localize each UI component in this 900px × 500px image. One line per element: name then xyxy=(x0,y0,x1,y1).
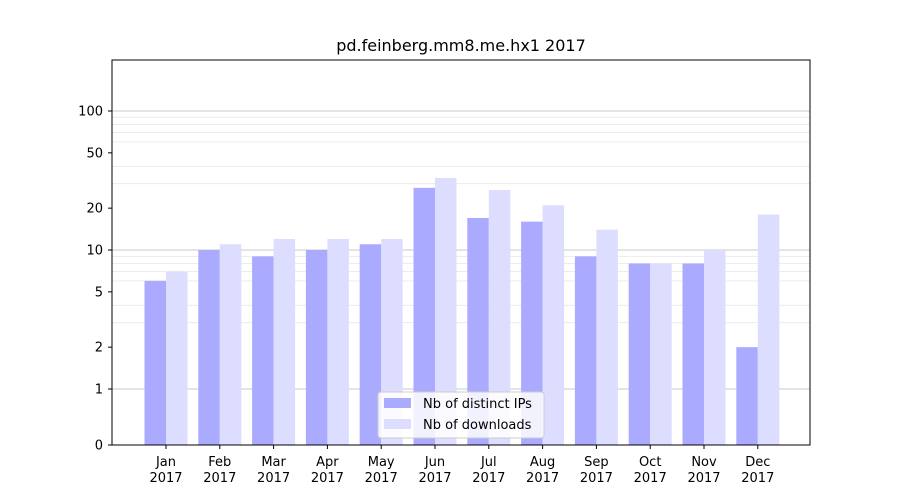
x-tick-label-year: 2017 xyxy=(365,471,398,486)
x-tick-label-month: Apr xyxy=(316,455,339,470)
x-tick-label-year: 2017 xyxy=(580,471,613,486)
bar-downloads-jun xyxy=(435,177,457,445)
bar-distinct-ips-jun xyxy=(413,187,435,445)
legend-swatch-downloads xyxy=(384,419,411,429)
x-tick-label-month: Jan xyxy=(155,455,176,470)
y-tick-label: 0 xyxy=(95,439,103,454)
bar-distinct-ips-apr xyxy=(305,250,328,445)
x-tick-label-month: Sep xyxy=(584,455,609,470)
bar-downloads-sep xyxy=(596,229,618,445)
x-tick-label-month: Aug xyxy=(530,455,555,470)
x-tick-label-year: 2017 xyxy=(634,471,667,486)
x-tick-label-year: 2017 xyxy=(311,471,344,486)
bar-distinct-ips-sep xyxy=(574,256,597,445)
x-tick-label-year: 2017 xyxy=(203,471,236,486)
x-tick-label-year: 2017 xyxy=(526,471,559,486)
bar-downloads-aug xyxy=(542,205,565,445)
bar-distinct-ips-oct xyxy=(628,263,651,445)
bar-downloads-oct xyxy=(650,263,672,445)
bars xyxy=(144,177,780,445)
legend-box xyxy=(377,391,545,439)
x-tick-label-year: 2017 xyxy=(418,471,451,486)
bar-distinct-ips-jul xyxy=(467,217,489,445)
x-tick-label-year: 2017 xyxy=(257,471,290,486)
bar-downloads-apr xyxy=(327,238,349,445)
x-tick-label-month: Feb xyxy=(208,455,231,470)
legend-swatch-distinct-ips xyxy=(384,398,411,408)
x-tick-label-month: Mar xyxy=(261,455,286,470)
bar-distinct-ips-mar xyxy=(252,256,274,445)
bar-downloads-nov xyxy=(704,250,726,445)
y-tick-label: 2 xyxy=(95,341,103,356)
x-tick-label-year: 2017 xyxy=(741,471,774,486)
bar-downloads-jan xyxy=(166,271,188,445)
bar-distinct-ips-aug xyxy=(521,221,543,445)
bar-downloads-dec xyxy=(757,214,780,445)
bar-distinct-ips-may xyxy=(359,244,382,445)
x-axis: Jan2017Feb2017Mar2017Apr2017May2017Jun20… xyxy=(149,445,774,486)
x-tick-label-year: 2017 xyxy=(687,471,720,486)
chart-title: pd.feinberg.mm8.me.hx1 2017 xyxy=(336,36,586,55)
y-tick-label: 5 xyxy=(95,285,103,300)
bar-distinct-ips-nov xyxy=(682,263,704,445)
legend-label-downloads: Nb of downloads xyxy=(423,418,532,433)
bar-downloads-feb xyxy=(219,244,242,445)
bar-distinct-ips-feb xyxy=(198,250,220,445)
x-tick-label-month: May xyxy=(368,455,395,470)
x-tick-label-year: 2017 xyxy=(472,471,505,486)
bar-distinct-ips-jan xyxy=(144,280,166,445)
y-tick-label: 20 xyxy=(86,202,103,217)
x-tick-label-month: Oct xyxy=(639,455,661,470)
y-axis: 0 1 2 5 10 20 50 100 xyxy=(78,105,112,454)
bar-downloads-mar xyxy=(273,238,296,445)
x-tick-label-year: 2017 xyxy=(149,471,182,486)
x-tick-label-month: Jun xyxy=(424,455,445,470)
x-tick-label-month: Nov xyxy=(691,455,717,470)
x-tick-label-month: Dec xyxy=(745,455,770,470)
y-tick-label: 1 xyxy=(95,383,103,398)
legend-label-distinct-ips: Nb of distinct IPs xyxy=(423,397,532,412)
plot-frame xyxy=(111,59,811,446)
bar-distinct-ips-dec xyxy=(736,347,758,445)
y-tick-label: 100 xyxy=(78,105,103,120)
y-tick-label: 10 xyxy=(86,244,103,259)
x-tick-label-month: Jul xyxy=(480,455,497,470)
legend: Nb of distinct IPs Nb of downloads xyxy=(377,391,545,439)
bar-downloads-jul xyxy=(488,190,511,445)
y-tick-label: 50 xyxy=(86,146,103,161)
